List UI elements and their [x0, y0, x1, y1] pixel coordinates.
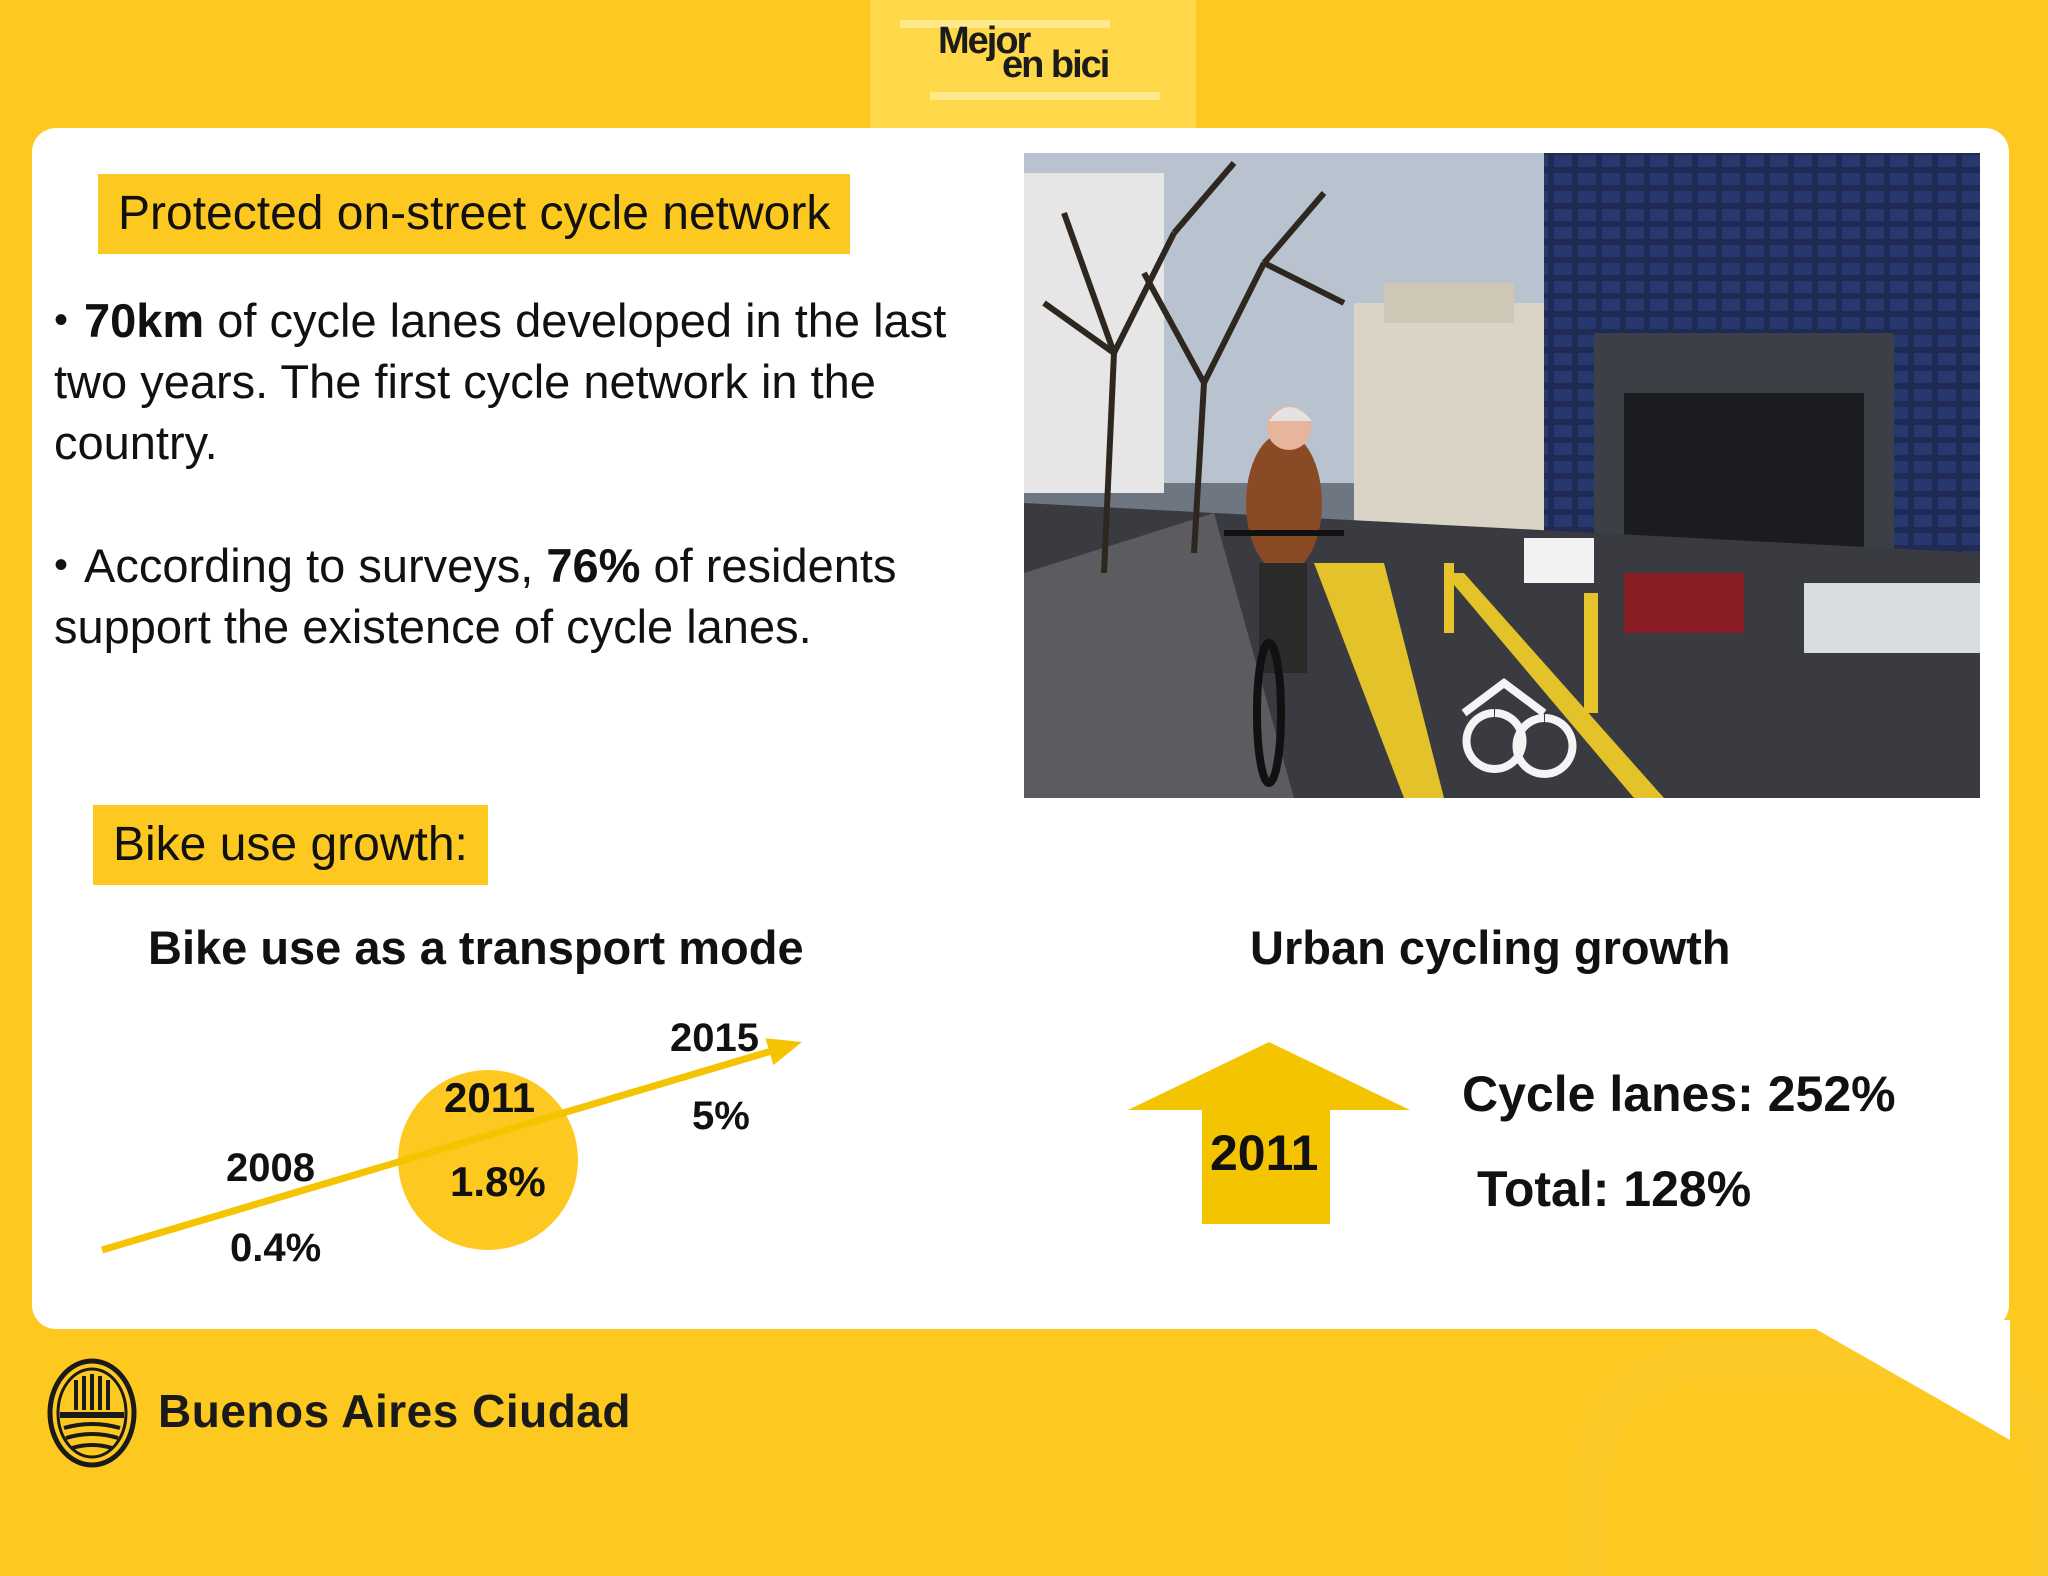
chart-title-transport-mode: Bike use as a transport mode [148, 921, 804, 974]
paragraph-text: of residents support the existence of cy… [54, 539, 897, 653]
growth-up-arrow [1128, 1042, 1410, 1224]
bullet-dot: • [54, 543, 69, 587]
mejor-en-bici-logo: Mejor en bici [870, 0, 1196, 128]
paragraph-text: of cycle lanes developed in the last two… [54, 294, 947, 469]
logo-line-1: Mejor [938, 20, 1031, 62]
value-label-2008: 0.4% [230, 1226, 322, 1270]
chart-title-urban-growth: Urban cycling growth [1250, 921, 1731, 974]
stat-km: 70km [84, 294, 205, 347]
trend-line [101, 1048, 771, 1254]
year-label-2011: 2011 [444, 1074, 536, 1121]
value-label-2015: 5% [692, 1094, 750, 1138]
year-label-2008: 2008 [226, 1146, 315, 1190]
highlight-circle-2011 [398, 1070, 578, 1250]
bullet-paragraph-survey: • According to surveys, 76% of residents … [54, 535, 994, 657]
logo-line-2: en bici [1002, 44, 1110, 86]
bike-use-line-chart [101, 1038, 802, 1254]
growth-stat-cycle-lanes: Cycle lanes: 252% [1462, 1066, 1896, 1122]
buenos-aires-seal-icon [47, 1358, 137, 1468]
paragraph-text: According to surveys, [84, 539, 547, 592]
value-label-2011: 1.8% [450, 1158, 546, 1205]
growth-stat-total: Total: 128% [1477, 1161, 1752, 1217]
trend-arrowhead [765, 1038, 802, 1066]
street-cycle-lane-photo [1024, 153, 1980, 798]
footer-brand-name: Buenos Aires Ciudad [158, 1385, 631, 1437]
bullet-dot: • [54, 298, 69, 342]
year-label-2015: 2015 [670, 1016, 759, 1060]
bullet-paragraph-km: • 70km of cycle lanes developed in the la… [54, 290, 994, 473]
growth-heading: Bike use growth: [93, 805, 488, 885]
stat-percent: 76% [546, 539, 641, 592]
arrow-year-label: 2011 [1210, 1125, 1319, 1181]
section-heading: Protected on-street cycle network [98, 174, 851, 254]
